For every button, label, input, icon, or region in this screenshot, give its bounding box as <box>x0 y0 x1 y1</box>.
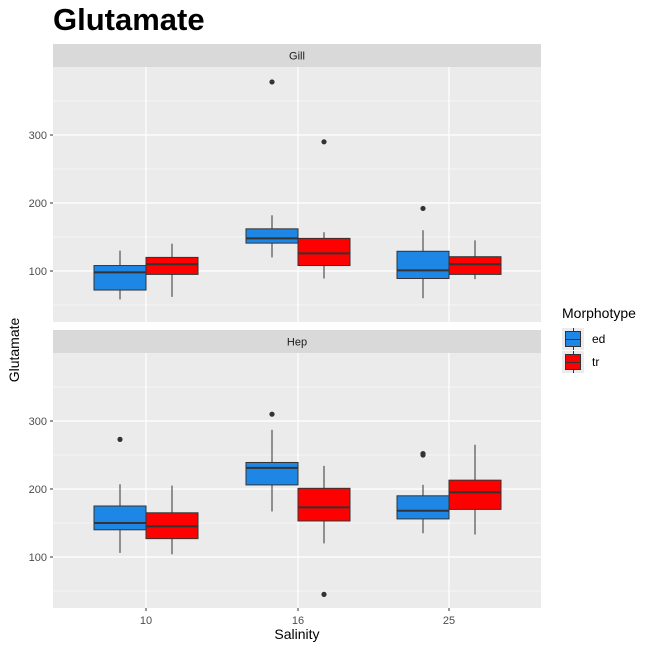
x-tick-label: 25 <box>443 615 455 627</box>
box-hep-16-ed <box>245 461 299 486</box>
outlier-point <box>420 451 426 457</box>
legend-label-ed: ed <box>592 332 606 346</box>
outlier-point <box>269 411 275 417</box>
legend-key-tr <box>562 351 584 373</box>
legend-label-tr: tr <box>592 355 600 369</box>
x-tick-label: 10 <box>140 615 152 627</box>
outlier-point <box>269 79 275 85</box>
y-tick-label: 200 <box>29 198 47 210</box>
outlier-point <box>420 205 426 212</box>
outlier-point <box>321 591 327 598</box>
box-gill-10-tr <box>145 256 199 275</box>
x-axis-label: Salinity <box>274 626 320 642</box>
x-tick-label: 16 <box>292 615 304 627</box>
legend-title: Morphotype <box>562 305 636 321</box>
y-axis-label: Glutamate <box>6 317 22 383</box>
outlier-point <box>321 139 327 145</box>
box-hep-25-tr <box>448 479 502 510</box>
legend-key-ed <box>562 328 584 350</box>
y-tick-label: 100 <box>29 266 47 278</box>
box-gill-16-ed <box>245 228 299 244</box>
y-tick-label: 300 <box>29 130 47 142</box>
outlier-point <box>117 436 123 442</box>
chart-title: Glutamate <box>53 2 205 37</box>
box-gill-25-ed <box>396 250 450 279</box>
box-hep-10-ed <box>93 505 147 531</box>
legend-swatch-tr <box>565 354 581 370</box>
facet-label-gill: Gill <box>289 51 305 63</box>
y-tick-label: 100 <box>29 552 47 564</box>
box-gill-16-tr <box>297 237 351 267</box>
facet-strip-gill <box>53 44 541 67</box>
box-gill-25-tr <box>448 256 502 275</box>
y-tick-label: 200 <box>29 484 47 496</box>
facet-label-hep: Hep <box>287 337 307 349</box>
box-gill-10-ed <box>93 265 147 291</box>
legend-swatch-ed <box>565 331 581 347</box>
box-hep-25-ed <box>396 495 450 520</box>
box-hep-16-tr <box>297 487 351 522</box>
facet-strip-hep <box>53 330 541 353</box>
y-tick-label: 300 <box>29 416 47 428</box>
